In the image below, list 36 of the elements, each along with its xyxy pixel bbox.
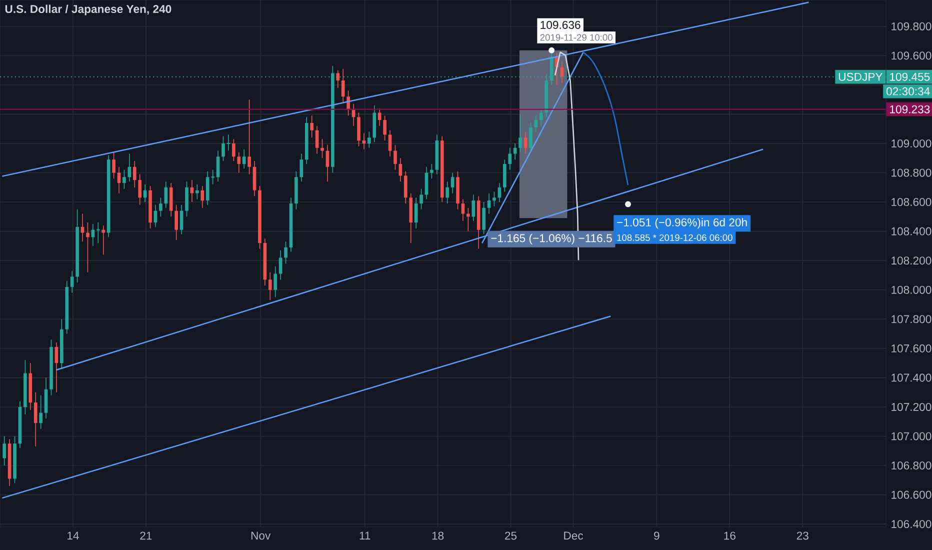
y-tick-label: 109.800 (892, 22, 932, 30)
x-tick-label: 9 (654, 532, 660, 540)
text: 02:30:34 (886, 87, 930, 96)
annotation: 109.636 (540, 20, 580, 29)
y-tick-label: 108.200 (892, 256, 932, 265)
annotation: −1.165 (−1.06%) −116.5 (491, 234, 612, 244)
x-tick-label: 18 (432, 532, 444, 540)
annotation: −1.051 (−0.96%)in 6d 20h (617, 218, 747, 229)
x-tick-label: Dec (564, 532, 584, 540)
y-tick-label: 107.200 (892, 402, 932, 411)
x-tick-label: 23 (796, 532, 808, 540)
x-tick-label: 14 (68, 532, 79, 540)
y-tick-label: 107.000 (892, 432, 932, 440)
y-tick-label: 109.000 (892, 139, 932, 148)
x-tick-label: 21 (140, 532, 152, 540)
y-tick-label: 107.600 (892, 344, 932, 352)
y-tick-label: 108.800 (892, 168, 932, 177)
y-tick-label: 107.400 (892, 374, 932, 382)
y-tick-label: 106.600 (892, 490, 932, 499)
annotation: 108.585 * 2019-12-06 06:00 (617, 234, 732, 241)
y-tick-label: 108.600 (892, 198, 932, 206)
x-tick-label: 16 (724, 532, 736, 540)
annotation: USDJPY (838, 72, 883, 81)
y-tick-label: 108.000 (892, 286, 932, 294)
ref-line-label: 109.233 (890, 105, 930, 114)
x-tick-label: 25 (505, 532, 517, 540)
annotation: 2019-11-29 10:00 (540, 34, 612, 41)
ref-line-label: 109.455 (890, 72, 930, 81)
y-tick-label: 109.600 (892, 52, 932, 60)
chart-title: U.S. Dollar / Japanese Yen, 240 (5, 4, 172, 16)
y-tick-label: 106.400 (892, 520, 932, 528)
y-tick-label: 108.400 (892, 227, 932, 236)
x-tick-label: Nov (251, 532, 271, 540)
y-tick-label: 107.800 (892, 315, 932, 324)
x-tick-label: 11 (360, 532, 370, 540)
y-tick-label: 106.800 (892, 462, 932, 470)
